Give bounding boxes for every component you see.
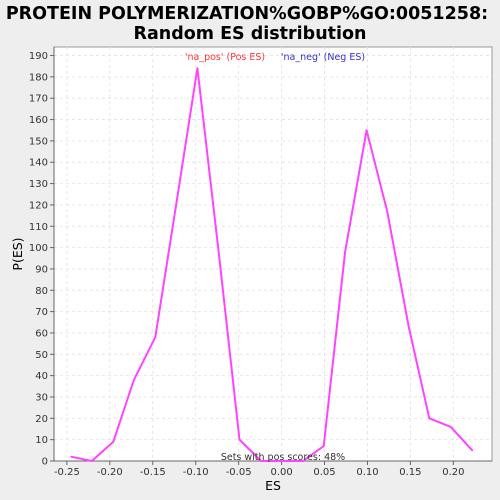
y-tick-label: 140 xyxy=(29,158,48,169)
y-tick-label: 170 xyxy=(29,94,48,105)
x-axis: -0.25 -0.20 -0.15 -0.10 -0.05 0.00 0.05 0.10 0.1… xyxy=(54,460,492,478)
y-tick-label: 80 xyxy=(35,286,48,297)
data-point xyxy=(238,438,241,441)
x-tick-label: -0.15 xyxy=(140,467,166,478)
legend-neg: 'na_neg' (Neg ES) xyxy=(281,52,365,63)
y-tick-label: 100 xyxy=(29,243,48,254)
data-point xyxy=(175,199,178,202)
y-tick-label: 30 xyxy=(35,392,48,403)
plot-area xyxy=(53,46,493,462)
y-tick-label: 70 xyxy=(35,307,48,318)
series-group xyxy=(70,67,474,462)
grid xyxy=(54,47,492,462)
y-tick-label: 10 xyxy=(35,435,48,446)
x-tick-label: 0.20 xyxy=(442,467,464,478)
data-point xyxy=(449,426,452,428)
data-point xyxy=(260,460,262,462)
data-point xyxy=(90,460,93,462)
data-point xyxy=(112,440,115,443)
x-axis-label: ES xyxy=(265,478,281,493)
y-tick-label: 60 xyxy=(35,328,48,339)
data-point xyxy=(133,379,135,381)
data-point xyxy=(407,325,410,328)
data-point xyxy=(154,336,157,339)
y-tick-label: 90 xyxy=(35,264,48,275)
y-tick-label: 110 xyxy=(29,222,48,233)
data-point xyxy=(471,449,474,452)
pos-scores-annotation: Sets with pos scores: 48% xyxy=(221,452,345,463)
data-point xyxy=(302,460,304,462)
x-tick-label: -0.20 xyxy=(97,467,123,478)
y-tick-label: 160 xyxy=(29,115,48,126)
y-tick-label: 150 xyxy=(29,136,48,147)
chart-title-line-1: PROTEIN POLYMERIZATION%GOBP%GO:0051258: xyxy=(6,4,488,24)
x-tick-label: 0.10 xyxy=(356,467,378,478)
data-point xyxy=(196,67,199,70)
y-tick-label: 130 xyxy=(29,179,48,190)
data-point xyxy=(428,417,431,420)
x-tick-label: -0.10 xyxy=(183,467,209,478)
chart-title-line-2: Random ES distribution xyxy=(133,24,366,44)
y-tick-label: 0 xyxy=(42,457,48,468)
x-tick-label: 0.15 xyxy=(399,467,421,478)
data-point xyxy=(322,445,325,447)
y-tick-label: 180 xyxy=(29,72,48,83)
y-axis-label: P(ES) xyxy=(10,237,25,270)
y-tick-label: 40 xyxy=(35,371,48,382)
data-point xyxy=(280,460,283,462)
x-tick-label: 0.05 xyxy=(313,467,335,478)
x-tick-label: -0.05 xyxy=(226,467,252,478)
y-tick-label: 20 xyxy=(35,414,48,425)
y-tick-label: 120 xyxy=(29,200,48,211)
x-tick-label: 0.00 xyxy=(270,467,292,478)
legend-pos: 'na_pos' (Pos ES) xyxy=(185,52,265,63)
y-tick-label: 50 xyxy=(35,350,48,361)
data-point xyxy=(344,251,346,253)
data-point xyxy=(218,253,220,255)
data-point xyxy=(365,129,368,132)
x-tick-label: -0.25 xyxy=(54,467,80,478)
y-axis: 0 10 20 30 40 50 60 70 80 90 100 110 120 130 140 150 160… xyxy=(29,47,55,468)
y-tick-label: 190 xyxy=(29,51,48,62)
data-point xyxy=(70,455,73,458)
data-point xyxy=(386,210,389,213)
es-distribution-line xyxy=(70,67,473,462)
